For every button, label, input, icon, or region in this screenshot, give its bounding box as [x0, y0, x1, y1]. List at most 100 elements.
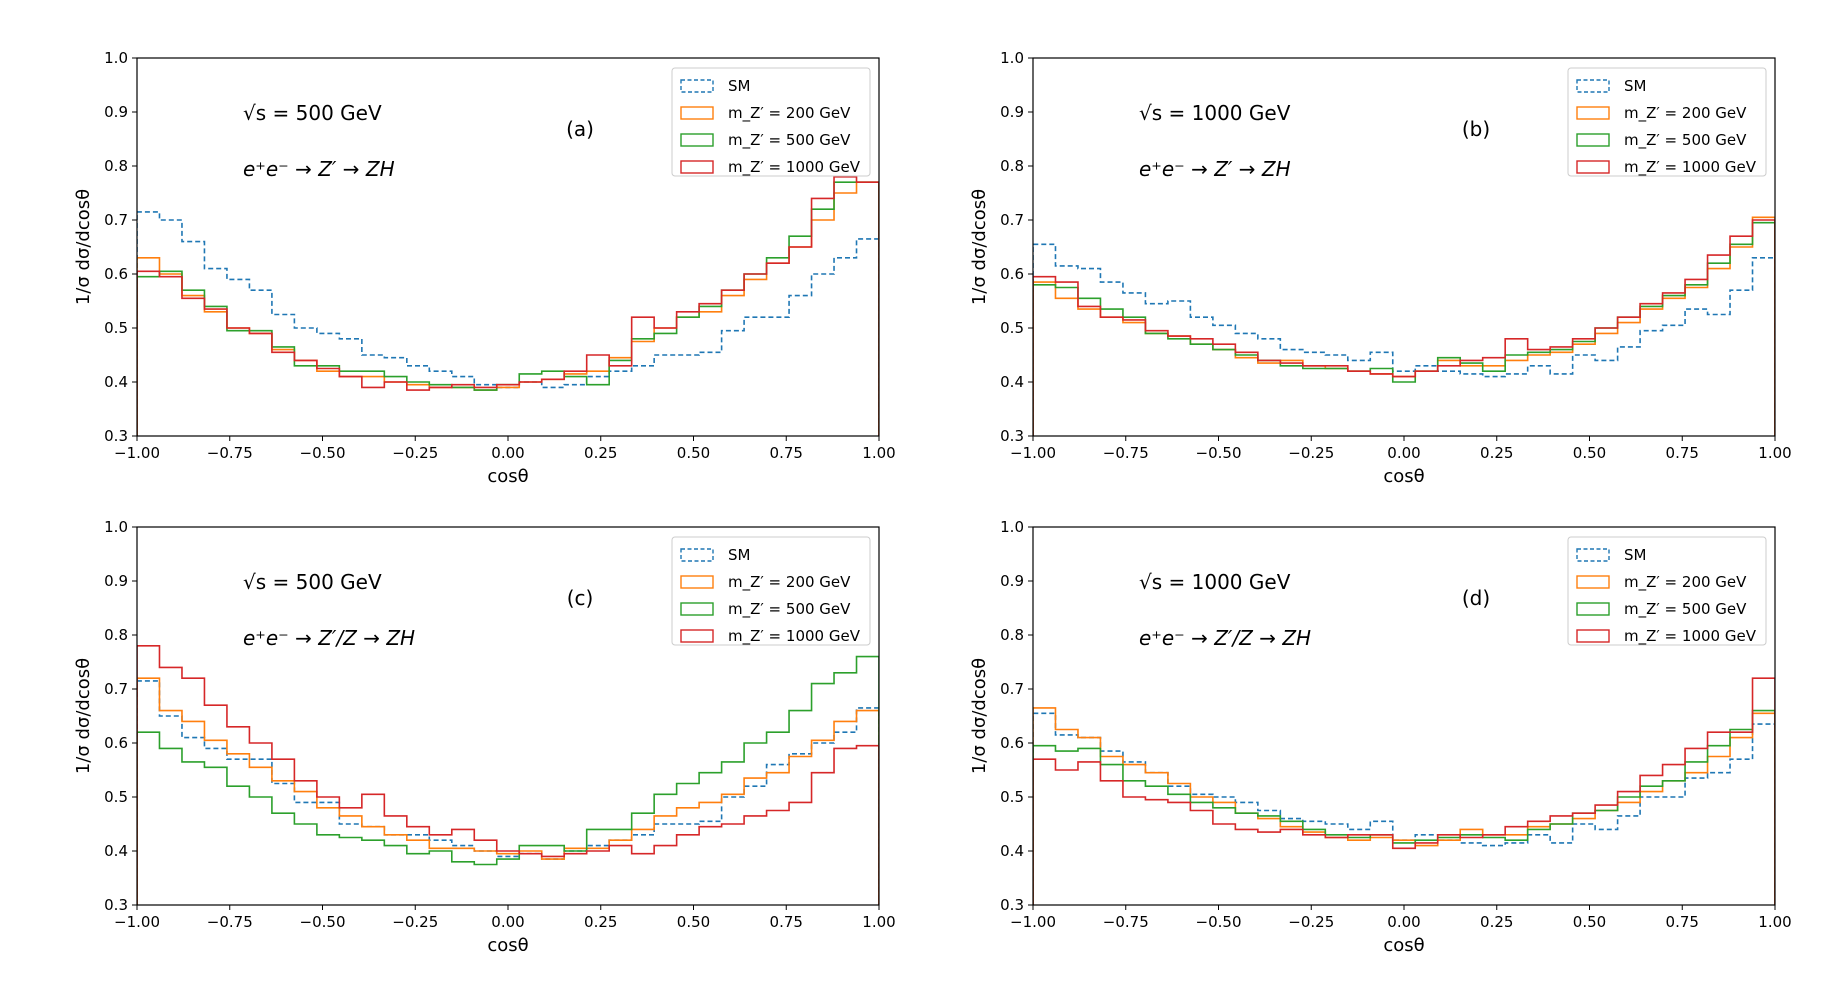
series-line-mZ1000: [1033, 677, 1775, 905]
x-tick-label: −0.50: [1196, 444, 1242, 462]
legend-label: m_Z′ = 1000 GeV: [728, 627, 861, 646]
series-line-mZ200: [137, 677, 879, 905]
legend-swatch-SM: [680, 548, 714, 562]
x-tick-label: −0.75: [1103, 444, 1149, 462]
x-tick-label: 0.75: [770, 444, 803, 462]
x-axis-label: cosθ: [487, 935, 528, 956]
legend-box: [671, 536, 871, 646]
legend-box: [1567, 67, 1767, 177]
y-tick-label: 0.8: [1000, 157, 1024, 175]
x-tick-label: −0.25: [1288, 444, 1334, 462]
x-tick-label: 0.75: [1666, 913, 1699, 931]
x-tick-label: 0.25: [1480, 444, 1513, 462]
legend-swatch-mZ1000: [1576, 160, 1610, 174]
panel-label: (c): [567, 586, 594, 610]
x-tick-label: 0.00: [1387, 444, 1420, 462]
y-tick-label: 0.9: [1000, 103, 1024, 121]
x-tick-label: 0.25: [584, 444, 617, 462]
y-tick-label: 0.5: [1000, 788, 1024, 806]
sqrt-s-annotation: √s = 500 GeV: [243, 570, 382, 594]
process-annotation: e⁺e⁻ → Z′/Z → ZH: [1139, 626, 1311, 650]
x-tick-label: 0.00: [491, 913, 524, 931]
legend-label: SM: [1624, 77, 1646, 95]
legend-label: m_Z′ = 500 GeV: [1624, 131, 1747, 150]
series-line-SM: [1033, 712, 1775, 905]
sqrt-s-annotation: √s = 500 GeV: [243, 101, 382, 125]
legend-label: m_Z′ = 200 GeV: [728, 573, 851, 592]
legend-label: m_Z′ = 1000 GeV: [1624, 627, 1757, 646]
y-tick-label: 0.4: [104, 373, 128, 391]
y-tick-label: 1.0: [104, 518, 128, 536]
y-tick-label: 0.6: [104, 265, 128, 283]
legend-swatch-mZ500: [1576, 602, 1610, 616]
x-tick-label: −0.50: [300, 444, 346, 462]
legend-label: SM: [728, 546, 750, 564]
y-tick-label: 0.9: [104, 103, 128, 121]
series-line-mZ500: [137, 655, 879, 905]
legend-swatch-mZ500: [680, 133, 714, 147]
x-tick-label: 0.50: [1573, 913, 1606, 931]
y-tick-label: 0.5: [104, 319, 128, 337]
y-tick-label: 0.3: [1000, 896, 1024, 914]
x-tick-label: −1.00: [114, 913, 160, 931]
series-line-mZ200: [137, 181, 879, 436]
y-tick-label: 0.3: [104, 427, 128, 445]
legend: SM m_Z′ = 200 GeV m_Z′ = 500 GeV m_Z′ = 100…: [1567, 536, 1767, 646]
legend-label: m_Z′ = 500 GeV: [1624, 600, 1747, 619]
legend-label: m_Z′ = 1000 GeV: [1624, 158, 1757, 177]
legend-swatch-mZ200: [1576, 106, 1610, 120]
legend-label: SM: [728, 77, 750, 95]
y-tick-label: 0.6: [1000, 265, 1024, 283]
chart-panel-b: −1.00 −0.75 −0.50 −0.25 0.00 0.25 0.50 0.75 1.00…: [969, 49, 1792, 487]
legend-swatch-mZ1000: [680, 160, 714, 174]
x-tick-label: −0.25: [392, 913, 438, 931]
legend: SM m_Z′ = 200 GeV m_Z′ = 500 GeV m_Z′ = 100…: [671, 67, 871, 177]
series-line-mZ200: [1033, 216, 1775, 436]
legend-label: m_Z′ = 200 GeV: [1624, 104, 1747, 123]
x-tick-label: −1.00: [1010, 444, 1056, 462]
process-annotation: e⁺e⁻ → Z′/Z → ZH: [243, 626, 415, 650]
sqrt-s-annotation: √s = 1000 GeV: [1139, 570, 1291, 594]
y-tick-label: 0.5: [104, 788, 128, 806]
x-tick-label: 0.00: [1387, 913, 1420, 931]
x-axis-label: cosθ: [487, 466, 528, 487]
legend-label: m_Z′ = 200 GeV: [728, 104, 851, 123]
y-tick-label: 0.4: [1000, 842, 1024, 860]
x-tick-label: −0.50: [300, 913, 346, 931]
x-tick-label: −1.00: [1010, 913, 1056, 931]
y-tick-label: 0.3: [104, 896, 128, 914]
y-tick-label: 0.7: [1000, 680, 1024, 698]
legend-box: [671, 67, 871, 177]
legend-label: m_Z′ = 500 GeV: [728, 600, 851, 619]
x-tick-label: −0.25: [1288, 913, 1334, 931]
legend: SM m_Z′ = 200 GeV m_Z′ = 500 GeV m_Z′ = 100…: [1567, 67, 1767, 177]
legend-label: m_Z′ = 1000 GeV: [728, 158, 861, 177]
series-group: [137, 645, 879, 905]
series-line-mZ1000: [137, 645, 879, 905]
x-tick-label: 0.50: [1573, 444, 1606, 462]
x-tick-label: 0.50: [677, 913, 710, 931]
y-tick-label: 0.4: [1000, 373, 1024, 391]
y-tick-label: 0.6: [1000, 734, 1024, 752]
legend-swatch-mZ1000: [680, 629, 714, 643]
legend-swatch-mZ200: [1576, 575, 1610, 589]
x-tick-label: 0.50: [677, 444, 710, 462]
legend-swatch-mZ500: [680, 602, 714, 616]
x-tick-label: −0.75: [1103, 913, 1149, 931]
y-tick-label: 0.7: [1000, 211, 1024, 229]
x-tick-label: −0.25: [392, 444, 438, 462]
y-tick-label: 0.9: [104, 572, 128, 590]
x-tick-label: 0.25: [1480, 913, 1513, 931]
legend-label: m_Z′ = 200 GeV: [1624, 573, 1747, 592]
legend-label: SM: [1624, 546, 1646, 564]
series-line-mZ200: [1033, 707, 1775, 905]
y-tick-label: 0.8: [104, 157, 128, 175]
legend-swatch-mZ1000: [1576, 629, 1610, 643]
x-tick-label: −1.00: [114, 444, 160, 462]
legend-swatch-SM: [680, 79, 714, 93]
x-tick-label: −0.75: [207, 913, 253, 931]
legend-swatch-mZ200: [680, 575, 714, 589]
process-annotation: e⁺e⁻ → Z′ → ZH: [243, 157, 395, 181]
x-axis-label: cosθ: [1383, 466, 1424, 487]
legend-swatch-mZ500: [1576, 133, 1610, 147]
